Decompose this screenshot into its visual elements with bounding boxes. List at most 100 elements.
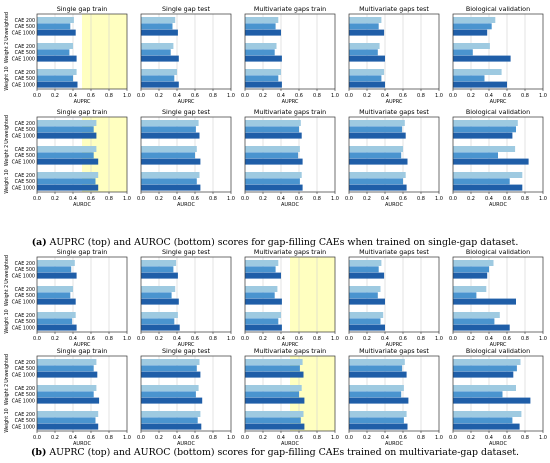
- y-tick-label: CAE 1000: [12, 325, 35, 331]
- bar-cae500: [349, 75, 382, 82]
- bar-cae200: [453, 312, 500, 318]
- x-axis-label: AUROC: [73, 202, 91, 208]
- x-tick-label: 0.4: [381, 435, 389, 441]
- x-axis-label: AUPRC: [386, 99, 403, 105]
- caption-a-text: AUPRC (top) and AUROC (bottom) scores fo…: [46, 237, 519, 248]
- x-tick-label: 0.4: [277, 196, 285, 202]
- bar-cae200: [245, 286, 278, 292]
- panel-frame: [452, 256, 544, 333]
- bar-cae500: [141, 178, 197, 185]
- bar-cae1000: [37, 371, 98, 378]
- x-tick-label: 0.6: [503, 93, 511, 99]
- bar-cae500: [453, 417, 513, 424]
- panel-frame: [452, 355, 544, 432]
- x-tick-label: 1.0: [539, 196, 547, 202]
- x-axis-label: AUROC: [385, 441, 403, 447]
- x-tick-label: 1.0: [539, 336, 547, 342]
- x-tick-label: 0.6: [191, 336, 199, 342]
- y-tick-label: CAE 200: [15, 121, 35, 127]
- bar-cae1000: [349, 55, 385, 62]
- bar-cae200: [349, 17, 382, 23]
- x-tick-label: 0.2: [363, 196, 371, 202]
- bar-cae500: [349, 391, 402, 398]
- y-tick-label: CAE 500: [15, 127, 35, 133]
- x-tick-label: 1.0: [435, 336, 443, 342]
- y-tick-label: CAE 200: [15, 70, 35, 76]
- x-tick-label: 0.2: [467, 93, 475, 99]
- x-axis-label: AUROC: [177, 441, 195, 447]
- bar-cae1000: [141, 81, 179, 88]
- y-tick-label: CAE 200: [15, 147, 35, 153]
- panel-frame: [36, 355, 128, 432]
- bar-cae200: [349, 120, 405, 126]
- x-tick-label: 0.8: [521, 435, 529, 441]
- bar-cae1000: [141, 29, 178, 36]
- x-tick-label: 0.8: [313, 196, 321, 202]
- bar-cae500: [245, 75, 279, 82]
- x-tick-label: 1.0: [331, 435, 339, 441]
- bar-cae1000: [453, 29, 488, 36]
- x-tick-label: 0.2: [363, 336, 371, 342]
- x-axis-label: AUPRC: [178, 342, 195, 348]
- bar-cae500: [453, 75, 485, 82]
- x-tick-label: 0.4: [173, 196, 181, 202]
- bar-cae1000: [37, 158, 99, 165]
- x-tick-label: 0.0: [345, 196, 353, 202]
- bar-cae200: [37, 43, 73, 49]
- bar-cae1000: [141, 158, 201, 165]
- bar-cae500: [453, 391, 503, 398]
- panel-title: Single gap train: [57, 347, 108, 355]
- x-tick-label: 0.6: [503, 336, 511, 342]
- bar-cae1000: [349, 298, 385, 305]
- x-tick-label: 0.4: [485, 93, 493, 99]
- bar-cae200: [453, 411, 522, 417]
- panel-title: Multivariate gaps test: [359, 248, 429, 256]
- x-tick-label: 0.4: [173, 336, 181, 342]
- caption-b-text: AUPRC (top) and AUROC (bottom) scores fo…: [46, 447, 520, 458]
- bar-cae200: [453, 43, 490, 49]
- y-tick-label: CAE 1000: [12, 159, 35, 165]
- x-tick-label: 0.4: [485, 196, 493, 202]
- y-tick-label: CAE 200: [15, 44, 35, 50]
- bar-cae200: [349, 312, 384, 318]
- bar-cae1000: [37, 272, 77, 279]
- x-tick-label: 0.0: [137, 336, 145, 342]
- bar-cae200: [453, 17, 496, 23]
- x-tick-label: 0.8: [105, 196, 113, 202]
- bar-cae500: [141, 318, 175, 325]
- y-tick-label: CAE 500: [15, 76, 35, 82]
- x-tick-label: 1.0: [123, 93, 131, 99]
- bar-cae1000: [453, 371, 514, 378]
- bar-cae200: [141, 385, 199, 391]
- x-tick-label: 0.0: [449, 336, 457, 342]
- y-tick-label: CAE 200: [15, 261, 35, 267]
- x-tick-label: 0.8: [417, 196, 425, 202]
- bar-cae1000: [245, 81, 282, 88]
- bar-cae500: [37, 152, 94, 159]
- bar-cae1000: [37, 423, 99, 430]
- bar-cae200: [245, 172, 302, 178]
- x-tick-label: 1.0: [227, 93, 235, 99]
- x-tick-label: 0.4: [69, 336, 77, 342]
- x-tick-label: 0.8: [521, 93, 529, 99]
- panel-title: Single gap test: [162, 5, 211, 13]
- bar-cae500: [453, 23, 492, 30]
- bar-cae1000: [453, 184, 523, 191]
- bar-cae500: [37, 365, 94, 372]
- x-tick-label: 0.0: [33, 435, 41, 441]
- x-tick-label: 0.4: [277, 435, 285, 441]
- x-axis-label: AUPRC: [74, 99, 91, 105]
- bar-cae500: [141, 23, 173, 30]
- x-tick-label: 0.6: [399, 435, 407, 441]
- x-tick-label: 0.4: [381, 196, 389, 202]
- bar-cae1000: [453, 132, 513, 139]
- x-tick-label: 1.0: [123, 336, 131, 342]
- panel-frame: [140, 116, 232, 193]
- train-highlight-band: [290, 257, 335, 332]
- bar-cae500: [245, 152, 299, 159]
- x-axis-label: AUPRC: [490, 342, 507, 348]
- x-axis-label: AUPRC: [74, 342, 91, 348]
- y-tick-label: CAE 1000: [12, 398, 35, 404]
- x-tick-label: 0.6: [295, 196, 303, 202]
- bar-cae500: [37, 178, 96, 185]
